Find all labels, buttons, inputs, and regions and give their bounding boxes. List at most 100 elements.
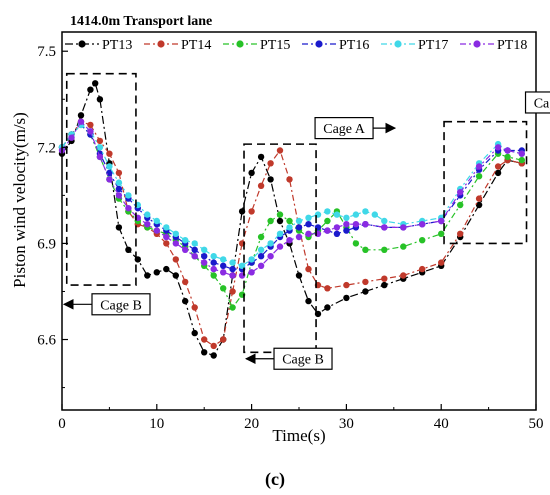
legend-swatch-marker [157, 40, 165, 48]
legend: PT13 PT14 PT15 PT16 PT17 PT18 [65, 38, 527, 53]
data-point [400, 224, 407, 231]
data-point [201, 349, 208, 356]
data-point [115, 169, 123, 177]
data-point [419, 237, 426, 244]
data-point [286, 224, 293, 231]
legend-item-pt13: PT13 [65, 38, 132, 53]
data-point [305, 221, 312, 228]
data-point [153, 227, 160, 234]
data-point [295, 217, 303, 225]
data-point [267, 240, 274, 247]
annotation-text: Cage A [534, 96, 550, 111]
data-point [115, 224, 123, 231]
legend-swatch-marker [78, 40, 86, 48]
data-point [381, 275, 388, 282]
legend-label: PT18 [497, 38, 527, 53]
data-point [400, 243, 407, 250]
x-tick-label: 20 [244, 416, 259, 432]
data-point [144, 221, 151, 228]
data-point [333, 224, 341, 231]
series-pt13 [58, 80, 525, 359]
y-tick-label: 7.2 [37, 140, 56, 156]
annotation-box [443, 120, 528, 245]
cage-annotation: Cage A [314, 117, 397, 140]
data-point [201, 246, 208, 253]
data-point [210, 352, 217, 359]
data-point [182, 278, 189, 286]
data-point [210, 265, 217, 273]
data-point [457, 189, 464, 196]
legend-label: PT16 [339, 38, 369, 53]
annotation-box-label [91, 293, 151, 316]
series-line [61, 81, 522, 357]
figure-caption: (c) [265, 469, 285, 490]
data-point [153, 217, 160, 225]
legend-item-pt14: PT14 [144, 38, 211, 53]
annotation-text: Cage B [100, 298, 142, 313]
data-point [115, 185, 123, 193]
data-point [295, 224, 303, 231]
data-point [191, 253, 198, 260]
annotation-layer: Cage B Cage A Cage B Cage A [62, 91, 550, 370]
data-point [96, 137, 104, 145]
data-point [220, 262, 227, 269]
data-point [305, 214, 312, 221]
annotation-box [65, 72, 137, 286]
data-point [229, 259, 236, 266]
data-point [125, 205, 132, 212]
data-point [125, 192, 132, 199]
data-point [191, 240, 198, 247]
data-point [371, 211, 378, 218]
annotation-text: Cage B [282, 353, 324, 368]
data-point [182, 237, 189, 244]
data-point [77, 112, 85, 119]
data-point [457, 230, 464, 237]
data-point [504, 153, 511, 161]
data-point [106, 150, 113, 157]
data-point [220, 285, 227, 292]
data-point [276, 217, 284, 225]
data-point [115, 192, 123, 199]
data-point [438, 230, 445, 237]
data-point [191, 304, 198, 311]
cage-annotation: Cage B [62, 293, 151, 316]
data-point [286, 176, 293, 183]
legend-item-pt18: PT18 [460, 38, 527, 53]
data-point [87, 121, 94, 129]
data-point [381, 217, 388, 225]
data-point [163, 240, 170, 247]
legend-swatch-marker [236, 40, 244, 48]
data-point [248, 269, 255, 276]
data-point [229, 265, 236, 273]
data-point [362, 246, 369, 253]
data-point [438, 217, 445, 225]
data-point [163, 224, 170, 231]
data-point [494, 169, 502, 177]
data-point [286, 237, 293, 244]
data-point [163, 233, 170, 241]
data-point [201, 259, 208, 266]
data-point [77, 118, 85, 125]
data-point [305, 230, 312, 237]
data-point [238, 262, 246, 269]
data-point [324, 227, 331, 234]
data-point [276, 147, 284, 154]
data-point [324, 217, 331, 225]
data-point [248, 256, 255, 263]
data-point [504, 147, 511, 154]
data-point [144, 211, 151, 218]
data-point [324, 304, 331, 311]
legend-item-pt15: PT15 [223, 38, 290, 53]
data-point [518, 150, 525, 157]
data-point [229, 304, 236, 311]
data-point [352, 211, 360, 218]
data-point [518, 156, 525, 164]
data-point [163, 265, 170, 273]
x-axis-title: Time(s) [272, 426, 325, 445]
data-point [494, 144, 502, 151]
x-tick-label: 30 [339, 416, 354, 432]
data-point [229, 272, 236, 279]
legend-item-pt17: PT17 [381, 38, 448, 53]
series-line [61, 120, 522, 347]
